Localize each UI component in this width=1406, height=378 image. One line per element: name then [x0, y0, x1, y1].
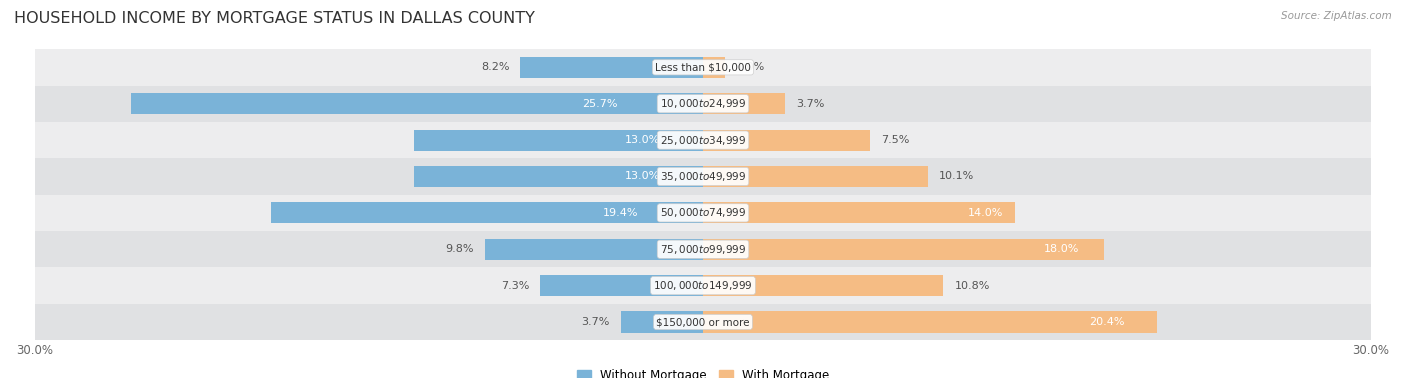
Bar: [271, 202, 703, 223]
Bar: [131, 93, 703, 114]
Bar: [520, 57, 703, 78]
Bar: [703, 239, 1104, 260]
Bar: [703, 311, 1157, 333]
Bar: [703, 166, 928, 187]
Text: 7.5%: 7.5%: [882, 135, 910, 145]
Bar: [703, 275, 943, 296]
Text: HOUSEHOLD INCOME BY MORTGAGE STATUS IN DALLAS COUNTY: HOUSEHOLD INCOME BY MORTGAGE STATUS IN D…: [14, 11, 534, 26]
Text: 8.2%: 8.2%: [481, 62, 509, 72]
Bar: [703, 202, 1015, 223]
Bar: [35, 231, 1371, 268]
Bar: [703, 93, 786, 114]
Bar: [35, 85, 1371, 122]
Text: Source: ZipAtlas.com: Source: ZipAtlas.com: [1281, 11, 1392, 21]
Text: 3.7%: 3.7%: [581, 317, 609, 327]
Text: 10.8%: 10.8%: [955, 280, 990, 291]
Bar: [485, 239, 703, 260]
Text: $35,000 to $49,999: $35,000 to $49,999: [659, 170, 747, 183]
Bar: [35, 158, 1371, 195]
Legend: Without Mortgage, With Mortgage: Without Mortgage, With Mortgage: [572, 364, 834, 378]
Bar: [35, 268, 1371, 304]
Text: Less than $10,000: Less than $10,000: [655, 62, 751, 72]
Bar: [540, 275, 703, 296]
Bar: [35, 49, 1371, 85]
Text: $150,000 or more: $150,000 or more: [657, 317, 749, 327]
Text: 14.0%: 14.0%: [967, 208, 1004, 218]
Text: 3.7%: 3.7%: [796, 99, 825, 109]
Text: 13.0%: 13.0%: [624, 135, 659, 145]
Text: 19.4%: 19.4%: [603, 208, 638, 218]
Text: 20.4%: 20.4%: [1090, 317, 1125, 327]
Text: $25,000 to $34,999: $25,000 to $34,999: [659, 133, 747, 147]
Bar: [620, 311, 703, 333]
Text: $10,000 to $24,999: $10,000 to $24,999: [659, 97, 747, 110]
Text: 10.1%: 10.1%: [939, 172, 974, 181]
Text: $100,000 to $149,999: $100,000 to $149,999: [654, 279, 752, 292]
Text: 1.0%: 1.0%: [737, 62, 765, 72]
Bar: [703, 57, 725, 78]
Bar: [413, 130, 703, 151]
Bar: [35, 195, 1371, 231]
Text: $75,000 to $99,999: $75,000 to $99,999: [659, 243, 747, 256]
Text: 13.0%: 13.0%: [624, 172, 659, 181]
Bar: [413, 166, 703, 187]
Text: 25.7%: 25.7%: [582, 99, 617, 109]
Text: 7.3%: 7.3%: [501, 280, 529, 291]
Text: 9.8%: 9.8%: [446, 244, 474, 254]
Text: $50,000 to $74,999: $50,000 to $74,999: [659, 206, 747, 219]
Text: 18.0%: 18.0%: [1043, 244, 1078, 254]
Bar: [703, 130, 870, 151]
Bar: [35, 122, 1371, 158]
Bar: [35, 304, 1371, 340]
